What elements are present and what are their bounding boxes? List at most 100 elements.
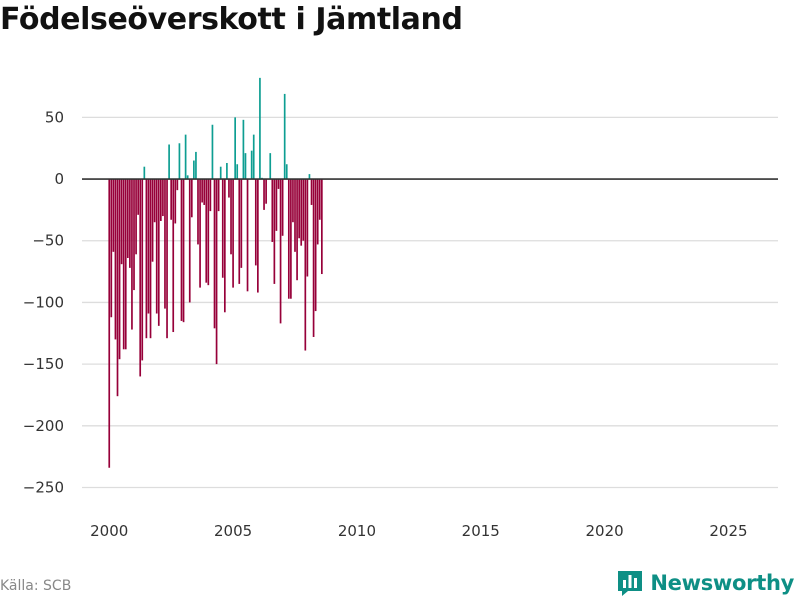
bar — [316, 179, 319, 245]
bar — [162, 179, 164, 217]
bar — [126, 179, 129, 258]
bar — [226, 163, 228, 180]
bar — [170, 179, 173, 220]
bar — [296, 179, 298, 281]
bar — [120, 179, 123, 265]
bar — [318, 179, 321, 220]
bar — [215, 179, 218, 365]
y-tick-label: −50 — [32, 232, 64, 250]
bar — [281, 179, 284, 236]
bar — [257, 179, 259, 293]
bar — [133, 179, 135, 291]
bar — [122, 179, 125, 350]
bar — [269, 153, 272, 180]
bar — [211, 124, 214, 180]
x-tick-label: 2015 — [462, 522, 500, 540]
bar — [290, 179, 292, 299]
bar — [234, 117, 236, 180]
bar — [217, 179, 220, 212]
bar — [166, 179, 168, 339]
x-axis-ticks: 2000 2005 2010 2015 2020 2025 — [90, 522, 747, 540]
bar — [153, 179, 156, 223]
x-tick-label: 2005 — [214, 522, 252, 540]
bar — [203, 179, 206, 205]
y-tick-label: 0 — [54, 170, 64, 188]
bar — [193, 160, 195, 180]
bar — [137, 179, 139, 215]
bar — [314, 179, 317, 312]
bar — [294, 179, 296, 252]
bar — [201, 179, 203, 203]
bar — [176, 179, 179, 191]
y-tick-label: −100 — [23, 293, 64, 311]
bar — [184, 134, 187, 180]
bar — [118, 179, 121, 360]
bar — [238, 179, 241, 284]
bar — [207, 179, 210, 286]
bar — [205, 179, 208, 283]
bar — [135, 179, 137, 255]
y-tick-label: −250 — [23, 478, 64, 496]
bar — [114, 179, 117, 340]
bar — [143, 166, 146, 180]
bar-chart-logo-icon — [618, 571, 643, 596]
bar — [209, 179, 212, 212]
x-tick-label: 2025 — [709, 522, 747, 540]
bar — [112, 179, 115, 252]
bar — [157, 179, 160, 326]
bar — [236, 164, 239, 180]
bar — [141, 179, 144, 361]
bar — [300, 179, 303, 246]
bar — [131, 179, 133, 330]
bar — [180, 179, 183, 321]
bar — [242, 119, 245, 180]
x-tick-label: 2020 — [586, 522, 624, 540]
y-tick-label: 50 — [45, 108, 64, 126]
brand-name: Newsworthy — [650, 571, 794, 595]
bar — [108, 179, 111, 468]
bar — [172, 179, 175, 333]
bar — [287, 179, 290, 299]
bar — [321, 179, 323, 275]
bar — [164, 179, 166, 309]
bar — [145, 179, 148, 339]
bar — [271, 179, 274, 242]
bar — [244, 153, 247, 180]
brand-logo[interactable]: Newsworthy — [616, 569, 794, 597]
bar — [252, 134, 255, 180]
bar — [190, 179, 193, 218]
x-tick-label: 2000 — [90, 522, 128, 540]
bar — [304, 179, 307, 351]
page-title: Födelseöverskott i Jämtland — [0, 2, 463, 37]
bar — [263, 179, 265, 210]
bar — [312, 179, 315, 337]
bar — [254, 179, 257, 266]
bar — [302, 179, 305, 241]
x-tick-label: 2010 — [338, 522, 376, 540]
bar — [308, 174, 311, 180]
bar — [199, 179, 201, 288]
bar — [129, 179, 131, 268]
bar — [259, 77, 261, 180]
bar — [186, 175, 189, 180]
y-tick-label: −200 — [23, 417, 64, 435]
bar — [265, 179, 267, 204]
bar-series — [108, 77, 323, 468]
bar — [283, 93, 286, 180]
bar — [223, 179, 226, 313]
bar — [240, 179, 243, 268]
bar — [228, 179, 230, 198]
bar — [116, 179, 119, 397]
source-note: Källa: SCB — [0, 578, 72, 594]
y-axis-ticks: 50 0 −50 −100 −150 −200 −250 — [23, 108, 64, 496]
bar — [292, 179, 294, 223]
bar — [285, 164, 288, 180]
bar — [182, 179, 185, 323]
bar — [197, 179, 199, 245]
bar — [275, 179, 278, 231]
bar — [155, 179, 158, 314]
bar — [178, 143, 181, 180]
bar — [174, 179, 177, 224]
bar — [277, 179, 280, 189]
